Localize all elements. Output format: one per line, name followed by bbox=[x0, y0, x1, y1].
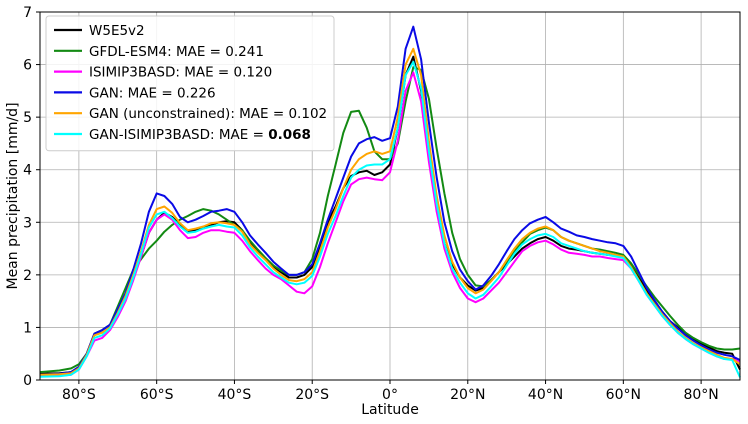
x-tick-label: 80°S bbox=[62, 387, 96, 403]
y-tick-label: 1 bbox=[23, 320, 32, 336]
legend-mae-prefix: : MAE = bbox=[119, 85, 177, 101]
x-tick-label: 80°N bbox=[683, 387, 718, 403]
legend-entry: ISIMIP3BASD: MAE = 0.120 bbox=[89, 65, 272, 81]
legend-series-name: ISIMIP3BASD bbox=[89, 65, 175, 81]
x-tick-label: 40°S bbox=[218, 387, 252, 403]
y-tick-label: 7 bbox=[23, 5, 32, 21]
legend-entry: GFDL-ESM4: MAE = 0.241 bbox=[89, 44, 264, 60]
legend-mae-prefix: : MAE = bbox=[210, 127, 268, 143]
legend-mae-value: 0.226 bbox=[177, 85, 216, 101]
legend-box bbox=[45, 15, 335, 152]
legend-mae-prefix: : MAE = bbox=[167, 44, 225, 60]
legend-mae-value: 0.241 bbox=[225, 44, 264, 60]
legend-entry: W5E5v2 bbox=[89, 23, 145, 39]
legend-mae-value: 0.120 bbox=[234, 65, 273, 81]
y-tick-label: 4 bbox=[23, 163, 32, 179]
legend-series-name: GAN-ISIMIP3BASD bbox=[89, 127, 210, 143]
legend-entry: GAN (unconstrained): MAE = 0.102 bbox=[89, 106, 327, 122]
y-tick-label: 0 bbox=[23, 373, 32, 389]
axis-ticks: 80°S 60°S 40°S 20°S 0° 20°N 40°N 60°N 80°N 0 1 2 3 4 5… bbox=[23, 5, 719, 403]
y-tick-label: 6 bbox=[23, 58, 32, 74]
x-tick-label: 0° bbox=[382, 387, 398, 403]
legend-mae-value: 0.102 bbox=[288, 106, 327, 122]
series-lines bbox=[39, 25, 741, 378]
y-tick-label: 2 bbox=[23, 268, 32, 284]
legend-series-name: GAN bbox=[89, 85, 119, 101]
legend-series-name: GFDL-ESM4 bbox=[89, 44, 167, 60]
x-tick-label: 20°N bbox=[450, 387, 485, 403]
legend-mae-prefix: : MAE = bbox=[175, 65, 233, 81]
y-tick-label: 3 bbox=[23, 215, 32, 231]
y-tick-label: 5 bbox=[23, 110, 32, 126]
legend-entry: GAN-ISIMIP3BASD: MAE = 0.068 bbox=[89, 127, 311, 143]
x-axis-label: Latitude bbox=[361, 402, 419, 418]
x-tick-label: 60°S bbox=[140, 387, 174, 403]
x-tick-label: 60°N bbox=[606, 387, 641, 403]
x-tick-label: 20°S bbox=[295, 387, 329, 403]
legend-mae-value: 0.068 bbox=[268, 127, 311, 143]
legend-series-name: GAN (unconstrained) bbox=[89, 106, 230, 122]
legend-mae-prefix: : MAE = bbox=[230, 106, 288, 122]
series-line-3 bbox=[39, 25, 741, 376]
y-axis-label: Mean precipitation [mm/d] bbox=[5, 102, 21, 289]
series-line-5 bbox=[39, 60, 741, 378]
legend-series-name: W5E5v2 bbox=[89, 23, 145, 39]
x-tick-label: 40°N bbox=[528, 387, 563, 403]
legend-entry: GAN: MAE = 0.226 bbox=[89, 85, 216, 101]
